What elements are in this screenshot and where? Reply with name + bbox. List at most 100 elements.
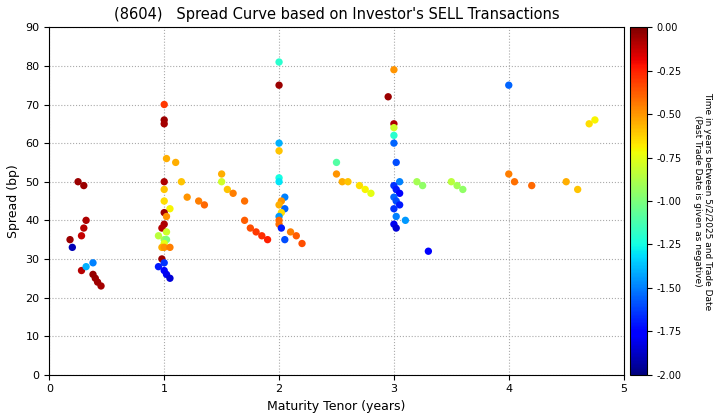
Point [158, 209, 170, 216]
Point [400, 217, 411, 224]
Point [279, 194, 291, 200]
Point [153, 263, 164, 270]
Point [276, 225, 287, 231]
Point [239, 217, 251, 224]
Point [216, 171, 228, 177]
Point [388, 121, 400, 127]
Point [336, 178, 348, 185]
Point [161, 213, 172, 220]
Point [78, 225, 89, 231]
Point [274, 140, 285, 147]
Point [417, 182, 428, 189]
Point [156, 256, 168, 262]
Point [274, 82, 285, 89]
Point [161, 271, 172, 278]
Point [388, 124, 400, 131]
Point [589, 117, 600, 123]
Point [291, 232, 302, 239]
Point [390, 186, 402, 193]
Point [296, 240, 307, 247]
Point [390, 213, 402, 220]
Point [239, 198, 251, 205]
Point [276, 198, 287, 205]
Point [274, 221, 285, 228]
Point [390, 225, 402, 231]
Point [251, 228, 262, 235]
Point [161, 236, 172, 243]
Point [158, 121, 170, 127]
Point [583, 121, 595, 127]
Point [274, 178, 285, 185]
Point [411, 178, 423, 185]
Point [388, 205, 400, 212]
Point [279, 205, 291, 212]
Point [164, 205, 176, 212]
Point [153, 232, 164, 239]
Point [76, 232, 87, 239]
Point [279, 236, 291, 243]
Point [365, 190, 377, 197]
Point [222, 186, 233, 193]
Point [274, 213, 285, 220]
Point [274, 202, 285, 208]
Point [390, 198, 402, 205]
Point [158, 236, 170, 243]
Point [526, 182, 538, 189]
Point [274, 174, 285, 181]
Point [388, 66, 400, 73]
Point [262, 236, 274, 243]
Point [388, 194, 400, 200]
Point [158, 186, 170, 193]
Point [394, 190, 405, 197]
Point [158, 117, 170, 123]
Point [176, 178, 187, 185]
Point [394, 178, 405, 185]
Point [76, 267, 87, 274]
Point [193, 198, 204, 205]
Point [81, 217, 92, 224]
Point [161, 228, 172, 235]
Point [388, 221, 400, 228]
Point [388, 182, 400, 189]
Point [359, 186, 371, 193]
X-axis label: Maturity Tenor (years): Maturity Tenor (years) [267, 400, 405, 413]
Point [170, 159, 181, 166]
Point [72, 178, 84, 185]
Point [285, 228, 297, 235]
Point [503, 171, 515, 177]
Point [66, 244, 78, 251]
Point [216, 178, 228, 185]
Point [92, 279, 104, 286]
Y-axis label: Spread (bp): Spread (bp) [7, 164, 20, 238]
Point [509, 178, 521, 185]
Point [274, 147, 285, 154]
Point [256, 232, 268, 239]
Point [274, 59, 285, 66]
Point [382, 93, 394, 100]
Point [81, 263, 92, 270]
Point [156, 244, 168, 251]
Point [245, 225, 256, 231]
Point [330, 159, 342, 166]
Point [503, 82, 515, 89]
Point [388, 140, 400, 147]
Point [394, 202, 405, 208]
Point [342, 178, 354, 185]
Point [199, 202, 210, 208]
Point [228, 190, 239, 197]
Point [158, 244, 170, 251]
Point [390, 159, 402, 166]
Point [87, 271, 99, 278]
Point [64, 236, 76, 243]
Point [95, 283, 107, 289]
Point [78, 182, 89, 189]
Point [572, 186, 583, 193]
Point [276, 209, 287, 216]
Point [158, 178, 170, 185]
Point [164, 275, 176, 282]
Point [87, 260, 99, 266]
Point [158, 101, 170, 108]
Point [158, 198, 170, 205]
Point [446, 178, 457, 185]
Point [330, 171, 342, 177]
